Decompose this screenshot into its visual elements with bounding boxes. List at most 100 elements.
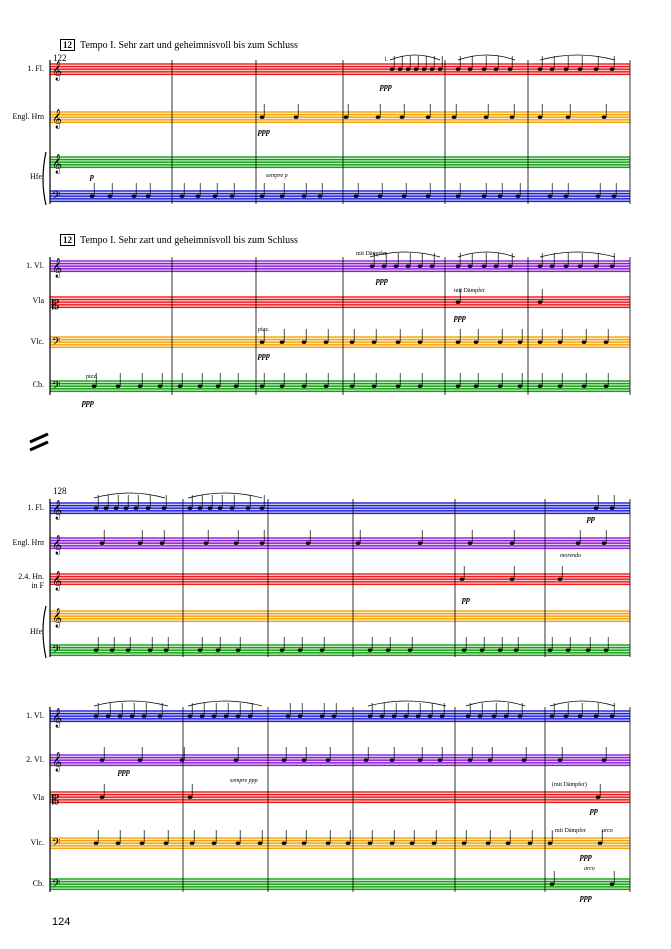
vlc2-note	[537, 340, 543, 344]
label-viola-2: Vla	[32, 793, 44, 802]
vlc2-note	[473, 340, 479, 344]
vl1-2-note	[429, 264, 435, 268]
vla2-band	[50, 296, 630, 309]
vl1-4-note	[199, 714, 205, 718]
vlc2-band	[50, 336, 630, 349]
cb2-note	[177, 384, 183, 388]
vl1-2-note	[537, 264, 543, 268]
vlc4-note	[301, 841, 307, 845]
vl1-4-note	[93, 714, 99, 718]
hp3-note	[367, 648, 373, 652]
vlc2-note	[279, 340, 285, 344]
dyn-fl-ppp: ppp	[380, 82, 392, 91]
vl1-4-note	[247, 714, 253, 718]
fl1-note	[421, 67, 427, 71]
vl1-2-note	[577, 264, 583, 268]
hn3-note	[557, 577, 563, 581]
vl2-4-clef: 𝄞	[52, 752, 62, 772]
hp1-note	[497, 194, 503, 198]
hp1-note	[547, 194, 553, 198]
vl1-4-note	[117, 714, 123, 718]
hp3-clef-lh: 𝄢	[52, 644, 60, 659]
hp3-note	[585, 648, 591, 652]
measure-number-128: 128	[53, 486, 67, 496]
cb2-note	[259, 384, 265, 388]
vl1-2-note	[405, 264, 411, 268]
vl1-2-note	[455, 264, 461, 268]
eh1-note	[601, 115, 607, 119]
vla4-note	[99, 795, 105, 799]
hp1-note	[195, 194, 201, 198]
cb2-note	[497, 384, 503, 388]
hp3-note	[279, 648, 285, 652]
tempo-marking-1: 12 Tempo I. Sehr zart und geheimnisvoll b…	[60, 39, 298, 51]
fl3-note	[133, 506, 139, 510]
vl1-4-note	[331, 714, 337, 718]
label-contrabass: Cb.	[32, 380, 44, 389]
fl1-note	[389, 67, 395, 71]
vl1-4-note	[211, 714, 217, 718]
vl2-4-note	[521, 758, 527, 762]
eh3-note	[99, 541, 105, 545]
cb2-note	[215, 384, 221, 388]
vl1-4-note	[577, 714, 583, 718]
vl1-4-note	[367, 714, 373, 718]
vlc4-note	[505, 841, 511, 845]
eh3-note	[417, 541, 423, 545]
vl1-4-note	[491, 714, 497, 718]
hp3-note	[297, 648, 303, 652]
vl1-4-slur	[465, 700, 526, 707]
vlc4-band	[50, 837, 630, 850]
eh3-note	[355, 541, 361, 545]
vlc4-note	[597, 841, 603, 845]
vl1-4-note	[223, 714, 229, 718]
vlc2-note	[455, 340, 461, 344]
fl1-note	[537, 67, 543, 71]
eh1-note	[537, 115, 543, 119]
vlc2-note	[417, 340, 423, 344]
label-cello: Vlc.	[30, 337, 44, 346]
vl1-2-note	[549, 264, 555, 268]
vlc2-note	[323, 340, 329, 344]
fl3-band	[50, 502, 630, 515]
hp1-note	[89, 194, 95, 198]
vl1-4-note	[427, 714, 433, 718]
cb2-note	[395, 384, 401, 388]
vl2-4-note	[301, 758, 307, 762]
vl2-4-note	[179, 758, 185, 762]
eh1-band	[50, 111, 630, 124]
fl3-note	[217, 506, 223, 510]
eh1-note	[483, 115, 489, 119]
hp1-note	[481, 194, 487, 198]
eh3-note	[233, 541, 239, 545]
vlc4-clef: 𝄢	[52, 837, 60, 852]
hn3-note	[509, 577, 515, 581]
vlc2-note	[497, 340, 503, 344]
vl1-2-note	[481, 264, 487, 268]
cb2-note	[279, 384, 285, 388]
vl1-2-note	[381, 264, 387, 268]
cb2-note	[91, 384, 97, 388]
hp3-note	[163, 648, 169, 652]
hp1-note	[107, 194, 113, 198]
hp1-note	[279, 194, 285, 198]
label-violin-1: 1. Vl.	[26, 261, 44, 270]
label-english-horn-2: Engl. Hrn	[12, 538, 44, 547]
vlc2-note	[259, 340, 265, 344]
eh3-note	[159, 541, 165, 545]
cb2-note	[137, 384, 143, 388]
vlc4-note	[485, 841, 491, 845]
fl3-note	[145, 506, 151, 510]
page-number: 124	[52, 916, 71, 928]
tempo-text-2: Tempo I. Sehr zart und geheimnisvoll bis…	[80, 235, 298, 246]
fl1-slur	[539, 54, 616, 61]
fl3-slur	[93, 492, 166, 499]
hp1-note	[301, 194, 307, 198]
hp1-note	[515, 194, 521, 198]
vlc2-note	[301, 340, 307, 344]
vlc4-note	[461, 841, 467, 845]
vl1-4-note	[391, 714, 397, 718]
eh3-note	[259, 541, 265, 545]
vl1-2-note	[467, 264, 473, 268]
